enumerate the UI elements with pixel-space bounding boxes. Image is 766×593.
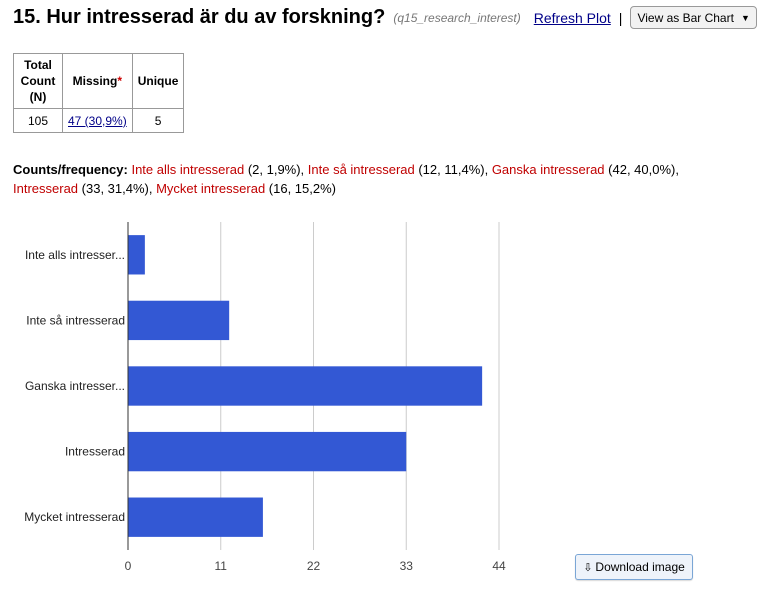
- required-asterisk: *: [117, 74, 123, 88]
- stats-table: Total Count (N) Missing* Unique 105 47 (…: [13, 53, 185, 133]
- unique-value: 5: [131, 108, 185, 133]
- freq-item-name: Inte alls intresserad: [131, 162, 245, 177]
- bar: [128, 366, 483, 406]
- category-label: Inte så intresserad: [26, 313, 125, 327]
- bar: [128, 431, 407, 472]
- download-image-label: Download image: [595, 560, 685, 574]
- bar: [128, 235, 145, 275]
- counts-frequency: Counts/frequency: Inte alls intresserad …: [13, 160, 733, 198]
- stats-header-row: Total Count (N) Missing* Unique: [13, 53, 185, 109]
- bar: [128, 497, 263, 537]
- x-tick-label: 11: [215, 559, 228, 573]
- chevron-down-icon: ▼: [740, 12, 750, 23]
- category-label: Inte alls intresser...: [25, 248, 125, 262]
- freq-item-info: (2, 1,9%),: [244, 162, 308, 177]
- freq-item-name: Intresserad: [13, 181, 79, 196]
- download-icon: ⇩: [583, 561, 593, 574]
- total-count-header-label: Total Count (N): [20, 58, 56, 104]
- bar-chart: Inte alls intresser... Inte så intressera…: [24, 222, 506, 573]
- total-count-value: 105: [13, 108, 63, 133]
- separator: |: [618, 9, 623, 26]
- freq-item-name: Mycket intresserad: [156, 181, 266, 196]
- view-as-select[interactable]: View as Bar Chart ▼: [630, 6, 757, 29]
- x-tick-label: 44: [492, 559, 506, 573]
- unique-header: Unique: [131, 53, 185, 109]
- view-as-select-value: View as Bar Chart: [637, 10, 734, 25]
- freq-item-info: (33, 31,4%),: [78, 181, 157, 196]
- freq-item-info: (42, 40,0%),: [604, 162, 679, 177]
- missing-header: Missing*: [62, 53, 133, 109]
- bar: [128, 300, 230, 341]
- freq-item-name: Inte så intresserad: [307, 162, 415, 177]
- total-count-header: Total Count (N): [13, 53, 63, 109]
- freq-item-name: Ganska intresserad: [491, 162, 605, 177]
- category-label: Ganska intresser...: [25, 379, 125, 393]
- missing-header-label: Missing: [72, 74, 118, 88]
- stats-value-row: 105 47 (30,9%) 5: [13, 108, 185, 133]
- refresh-plot-link[interactable]: Refresh Plot: [533, 9, 611, 26]
- category-label: Intresserad: [65, 445, 125, 459]
- x-tick-label: 22: [307, 559, 321, 573]
- freq-item-info: (12, 11,4%),: [414, 162, 492, 177]
- missing-value-link[interactable]: 47 (30,9%): [68, 113, 127, 128]
- x-tick-label: 33: [400, 559, 414, 573]
- counts-frequency-label: Counts/frequency:: [13, 162, 128, 177]
- download-image-button[interactable]: ⇩ Download image: [575, 554, 693, 580]
- variable-name: (q15_research_interest): [393, 10, 521, 25]
- category-label: Mycket intresserad: [24, 510, 125, 524]
- question-header: 15. Hur intresserad är du av forskning? …: [13, 6, 757, 29]
- x-tick-label: 0: [125, 559, 132, 573]
- unique-header-label: Unique: [137, 74, 179, 88]
- question-title: 15. Hur intresserad är du av forskning?: [13, 6, 386, 28]
- missing-value-cell: 47 (30,9%): [62, 108, 133, 133]
- freq-item-info: (16, 15,2%): [265, 181, 337, 196]
